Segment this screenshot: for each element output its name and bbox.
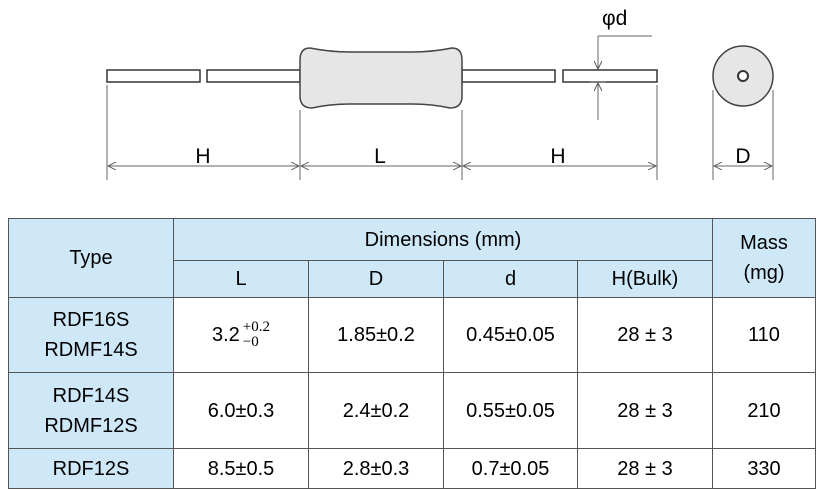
cell: 210 [712,372,816,449]
cell: 28 ± 3 [577,372,713,449]
header-cell: Dimensions (mm) [173,218,713,261]
header-cell: Type [8,218,174,298]
lead-diameter-label: φd [602,7,627,30]
tolerance-lower: −0 [242,334,259,351]
header-cell: D [308,260,444,298]
dimension-lines [106,35,774,180]
cell: 28 ± 3 [577,297,713,373]
header-cell: H(Bulk) [577,260,713,298]
header-cell: d [443,260,578,298]
dimension-label: D [735,145,750,168]
dimension-label: H [550,145,565,168]
end-view-hole [737,70,749,82]
dimension-label: L [374,145,386,168]
tolerance-upper: +0.2 [242,319,271,336]
type-cell: RDF16S RDMF14S [8,297,174,373]
header-cell: Mass (mg) [712,218,816,298]
tolerance: +0.2 −0 [243,320,270,350]
cell: 8.5±0.5 [173,448,309,489]
cell: 2.4±0.2 [308,372,444,449]
dimensions-table: Type Dimensions (mm) Mass (mg) L D d H(B… [8,218,816,489]
cell: 330 [712,448,816,489]
cell: 110 [712,297,816,373]
resistor-diagram: H L H D φd [106,7,774,180]
header-cell: L [173,260,309,298]
cell: 2.8±0.3 [308,448,444,489]
cell: 0.7±0.05 [443,448,578,489]
type-cell: RDF12S [8,448,174,489]
cell: 0.55±0.05 [443,372,578,449]
cell: 3.2 +0.2 −0 [173,297,309,373]
cell-value: 3.2 [211,323,240,346]
cell: 1.85±0.2 [308,297,444,373]
cell: 6.0±0.3 [173,372,309,449]
cell: 0.45±0.05 [443,297,578,373]
type-cell: RDF14S RDMF12S [8,372,174,449]
dimension-label: H [195,145,210,168]
resistor-body [299,47,463,109]
cell: 28 ± 3 [577,448,713,489]
